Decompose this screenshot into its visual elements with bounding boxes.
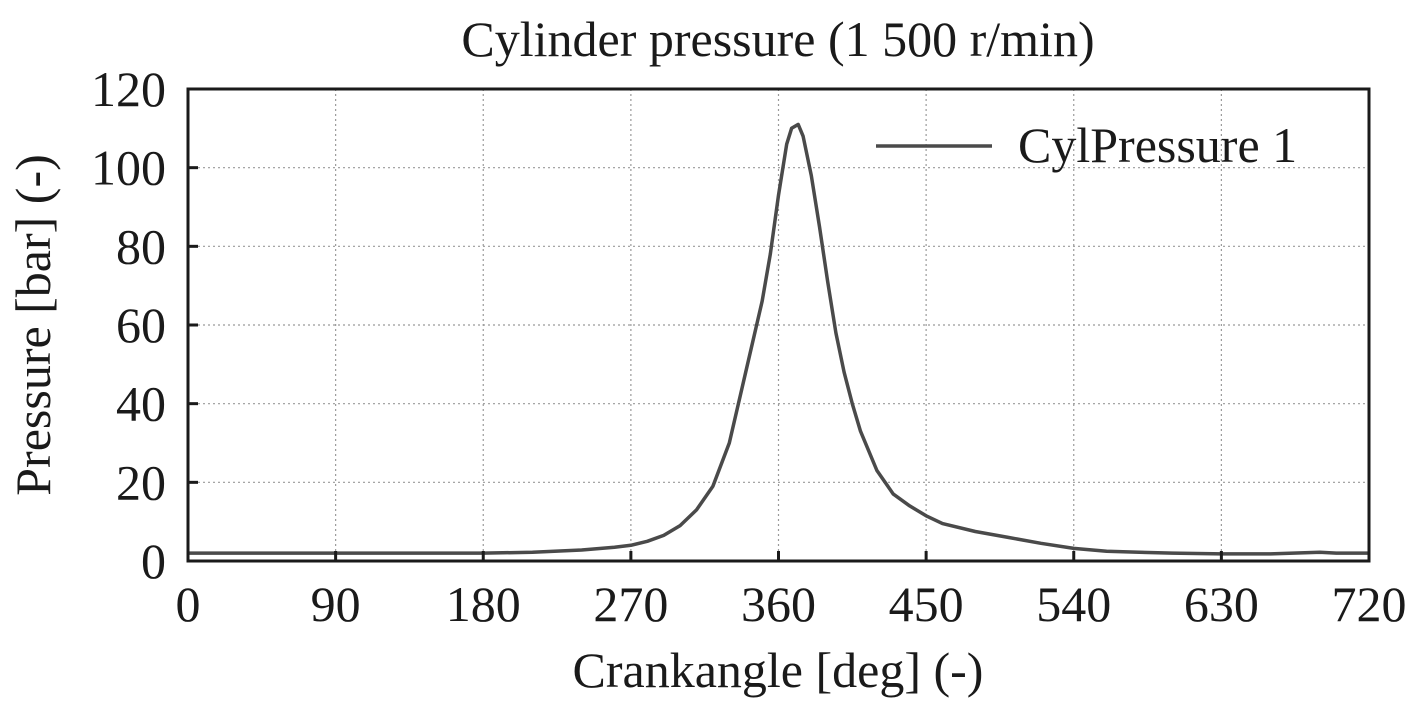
x-tick-label: 180 [446,576,521,632]
x-ticks: 0 90 180 270 360 450 540 630 720 [176,551,1407,632]
y-tick-label: 0 [141,533,166,589]
x-tick-label: 450 [889,576,964,632]
y-tick-label: 40 [116,376,166,432]
grid-lines [188,89,1369,561]
x-tick-label: 540 [1036,576,1111,632]
x-tick-label: 90 [311,576,361,632]
series-line-cylpressure [188,122,1369,556]
x-tick-label: 270 [593,576,668,632]
y-tick-label: 60 [116,297,166,353]
legend: CylPressure 1 [876,117,1297,173]
x-tick-label: 630 [1184,576,1259,632]
legend-label: CylPressure 1 [1018,117,1297,173]
chart-title: Cylinder pressure (1 500 r/min) [461,11,1094,67]
y-tick-label: 80 [116,218,166,274]
x-tick-label: 0 [176,576,201,632]
y-tick-label: 100 [91,140,166,196]
x-axis-label: Crankangle [deg] (-) [573,642,984,698]
y-tick-label: 120 [91,61,166,117]
series-layer [188,122,1369,556]
y-tick-label: 20 [116,454,166,510]
y-axis-label: Pressure [bar] (-) [5,154,61,496]
y-ticks: 0 20 40 60 80 100 120 [91,61,198,589]
x-tick-label: 720 [1332,576,1407,632]
x-tick-label: 360 [741,576,816,632]
